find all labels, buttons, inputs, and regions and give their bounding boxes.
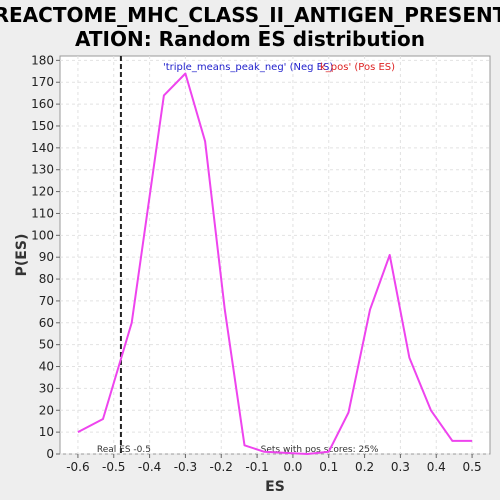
- pos-scores-annotation: Sets with pos scores: 25%: [261, 445, 379, 455]
- x-tick-label: -0.5: [102, 460, 125, 474]
- legend-pos-entry: k_pos' (Pos ES): [320, 62, 395, 73]
- y-tick-label: 180: [31, 53, 54, 67]
- x-axis-label: ES: [265, 479, 285, 495]
- x-tick-label: 0.3: [391, 460, 410, 474]
- y-tick-label: 70: [39, 294, 54, 308]
- y-tick-label: 160: [31, 97, 54, 111]
- x-tick-label: 0.4: [427, 460, 446, 474]
- x-tick-label: -0.3: [174, 460, 197, 474]
- y-tick-label: 110: [31, 206, 54, 220]
- x-tick-label: -0.6: [66, 460, 89, 474]
- y-tick-label: 150: [31, 119, 54, 133]
- plot-area: [59, 55, 491, 455]
- y-tick-label: 120: [31, 185, 54, 199]
- y-tick-label: 130: [31, 163, 54, 177]
- y-tick-label: 100: [31, 228, 54, 242]
- x-tick-label: 0.0: [283, 460, 302, 474]
- y-tick-label: 0: [46, 447, 54, 461]
- chart-title-line2: ATION: Random ES distribution: [75, 27, 425, 51]
- y-tick-label: 60: [39, 316, 54, 330]
- y-tick-label: 30: [39, 381, 54, 395]
- x-tick-label: 0.1: [319, 460, 338, 474]
- y-tick-label: 10: [39, 425, 54, 439]
- y-tick-label: 90: [39, 250, 54, 264]
- x-tick-label: -0.2: [210, 460, 233, 474]
- y-tick-label: 80: [39, 272, 54, 286]
- y-axis-label: P(ES): [14, 234, 30, 277]
- y-tick-label: 140: [31, 141, 54, 155]
- series-layer: [77, 72, 473, 455]
- y-tick-label: 170: [31, 75, 54, 89]
- series-line: [77, 72, 473, 455]
- y-axis-ticks: 0 10 20 30 40 50 60 70 80 90 100 110 120 130 140 150 160…: [31, 53, 60, 461]
- grid: [60, 56, 490, 455]
- x-tick-label: -0.4: [138, 460, 161, 474]
- chart-title-line1: REACTOME_MHC_CLASS_II_ANTIGEN_PRESENT: [0, 3, 500, 27]
- real-es-label: Real ES -0.5: [97, 445, 151, 455]
- x-tick-label: -0.1: [245, 460, 268, 474]
- x-tick-label: 0.2: [355, 460, 374, 474]
- y-tick-label: 40: [39, 360, 54, 374]
- x-axis-ticks: -0.6 -0.5 -0.4 -0.3 -0.2 -0.1 0.0 0.1 0.2 0.3 0.4 0…: [66, 454, 482, 474]
- y-tick-label: 20: [39, 403, 54, 417]
- x-tick-label: 0.5: [463, 460, 482, 474]
- legend-neg-entry: 'triple_means_peak_neg' (Neg ES): [163, 62, 333, 73]
- y-tick-label: 50: [39, 338, 54, 352]
